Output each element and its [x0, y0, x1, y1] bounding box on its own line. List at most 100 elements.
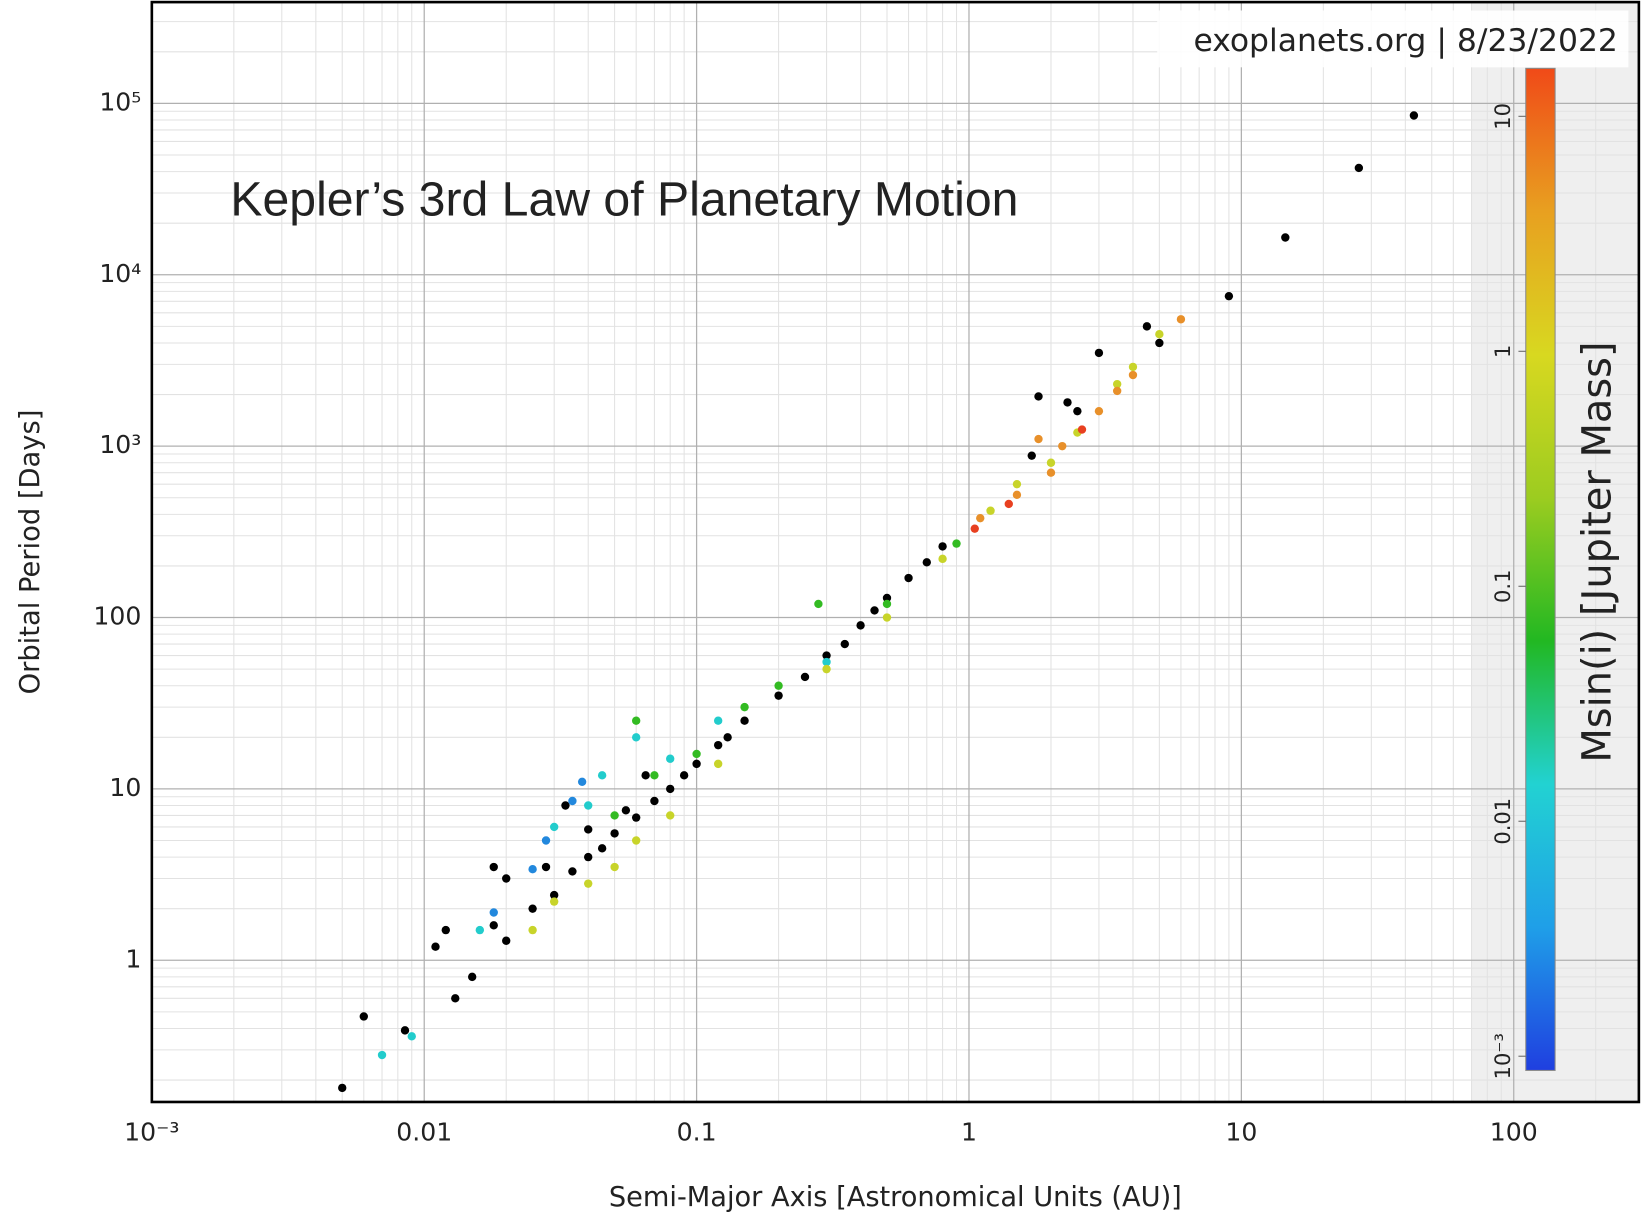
data-point [584, 801, 593, 810]
data-point [774, 691, 783, 700]
data-point [597, 771, 607, 780]
data-point [970, 524, 979, 533]
x-tick-label: 100 [1490, 1117, 1538, 1146]
data-point [1004, 499, 1013, 509]
data-point [610, 811, 619, 820]
data-point [541, 836, 551, 845]
y-tick-label: 10³ [99, 430, 141, 459]
data-point [666, 784, 675, 794]
colorbar-tick-label: 0.01 [1491, 798, 1515, 845]
plot-frame [150, 0, 1641, 1104]
colorbar [1525, 67, 1556, 1071]
data-point [1012, 490, 1022, 500]
data-point [610, 862, 619, 872]
x-axis-label: Semi-Major Axis [Astronomical Units (AU)… [609, 1182, 1182, 1213]
x-tick-label: 0.01 [396, 1117, 452, 1146]
data-point [407, 1032, 416, 1041]
data-point [489, 921, 498, 930]
data-point [541, 862, 551, 872]
data-point [1155, 329, 1164, 339]
data-point [904, 573, 913, 583]
annotation: Kepler’s 3rd Law of Planetary Motion [230, 173, 1018, 227]
data-point [1027, 451, 1036, 460]
data-point [568, 796, 577, 806]
data-point [692, 759, 701, 769]
y-axis-label: Orbital Period [Days] [15, 410, 46, 695]
data-point [475, 925, 485, 935]
data-point [976, 513, 985, 523]
data-point [679, 771, 689, 780]
data-point [359, 1012, 368, 1021]
data-point [692, 749, 701, 759]
data-point [1012, 479, 1022, 489]
colorbar-tick-label: 10⁻³ [1491, 1033, 1515, 1079]
data-point [822, 651, 831, 660]
data-point [650, 796, 659, 806]
data-point [713, 716, 723, 725]
data-point [1176, 315, 1186, 324]
x-tick-label: 1 [961, 1117, 977, 1146]
data-point [631, 716, 641, 725]
data-point [882, 613, 892, 622]
data-point [1063, 398, 1072, 407]
y-tick-label: 1 [125, 944, 141, 973]
data-point [549, 890, 559, 900]
data-point [584, 852, 593, 862]
data-point [1409, 111, 1419, 120]
data-point [431, 942, 440, 951]
data-point [1077, 425, 1087, 434]
data-point [822, 657, 831, 667]
data-point [1034, 434, 1043, 444]
data-point [489, 862, 498, 872]
data-point [840, 639, 849, 649]
data-point [822, 664, 831, 674]
data-point [528, 904, 537, 913]
plot-background [151, 2, 1639, 1102]
data-point [1155, 338, 1164, 348]
data-point [377, 1050, 387, 1060]
data-point [713, 740, 723, 750]
y-tick-label: 10⁴ [99, 259, 141, 288]
data-point [577, 777, 587, 787]
data-point [856, 621, 865, 630]
watermark: exoplanets.org | 8/23/2022 [1193, 23, 1617, 59]
data-point [882, 599, 892, 609]
data-point [561, 801, 570, 810]
data-point [1112, 386, 1122, 396]
data-point [882, 593, 892, 603]
data-point [723, 733, 732, 742]
data-point [631, 813, 641, 822]
data-point [1224, 291, 1234, 301]
data-point [584, 825, 593, 834]
data-point [528, 864, 537, 874]
data-point [1094, 406, 1104, 416]
data-point [1094, 348, 1104, 358]
watermark-background [1157, 10, 1629, 68]
data-point [641, 771, 650, 780]
data-point [1034, 392, 1043, 401]
data-point [1058, 441, 1067, 451]
data-point [800, 672, 810, 682]
data-point [650, 771, 659, 780]
data-point [1128, 370, 1138, 380]
data-point [631, 733, 641, 742]
x-tick-label: 10 [1225, 1117, 1257, 1146]
colorbar-tick-label: 0.1 [1491, 570, 1515, 603]
data-point [400, 1026, 410, 1035]
data-point [952, 539, 961, 548]
y-tick-label: 10⁵ [99, 87, 141, 116]
y-tick-label: 100 [93, 601, 141, 630]
colorbar-tick-label: 10 [1491, 103, 1515, 130]
colorbar-label: Msin(i) [Jupiter Mass] [1575, 341, 1621, 762]
data-point [1281, 233, 1290, 242]
data-point [631, 836, 641, 845]
data-point [467, 972, 477, 982]
data-point [621, 806, 631, 815]
y-tick-label: 10 [109, 773, 141, 802]
x-tick-label: 10⁻³ [124, 1117, 179, 1146]
data-point [528, 925, 537, 935]
data-point [713, 759, 723, 769]
data-point [1073, 406, 1082, 416]
data-point [986, 506, 995, 515]
